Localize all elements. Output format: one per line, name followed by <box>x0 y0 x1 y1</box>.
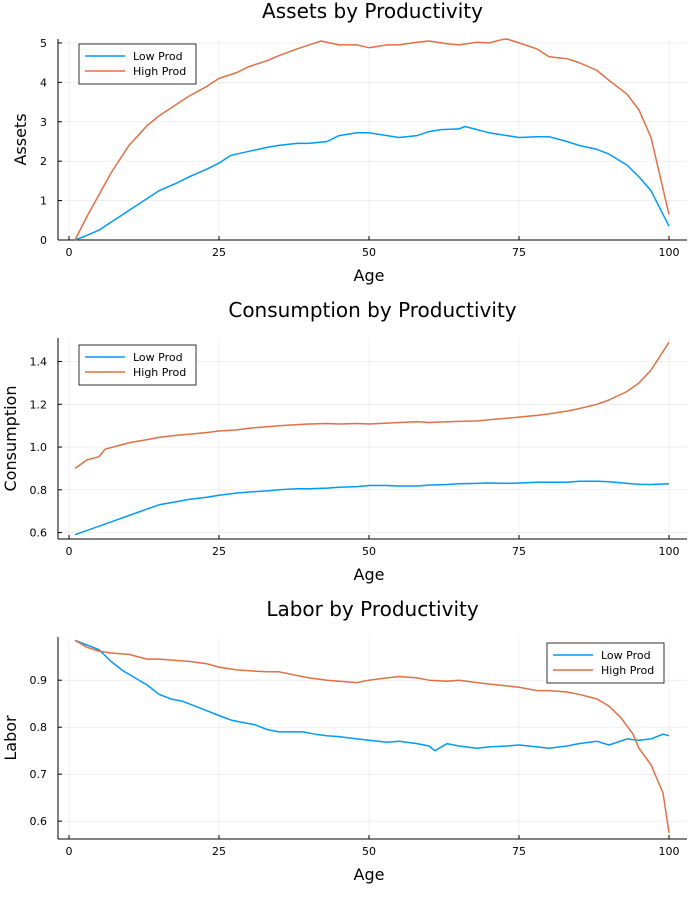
y-tick-label: 0 <box>40 234 47 247</box>
chart-title: Assets by Productivity <box>262 0 483 23</box>
x-tick-label: 50 <box>362 545 376 558</box>
legend: Low Prod High Prod <box>78 43 197 85</box>
y-axis-label: Consumption <box>1 386 20 492</box>
x-tick-label: 25 <box>212 246 226 259</box>
chart-panel-3: 0 25 50 75 100 0.6 0.7 0.8 0.9 Labor by Productiv… <box>1 597 687 884</box>
legend-label: High Prod <box>133 366 186 379</box>
y-tick-label: 4 <box>40 76 47 89</box>
x-tick-label: 100 <box>659 246 680 259</box>
y-tick-label: 1 <box>40 195 47 208</box>
series-line-high-prod <box>74 341 670 470</box>
y-tick-label: 0.8 <box>30 484 48 497</box>
series-line-high-prod <box>74 38 670 241</box>
legend-label: Low Prod <box>601 649 651 662</box>
y-tick-label: 0.7 <box>30 768 48 781</box>
x-tick-label: 100 <box>659 545 680 558</box>
y-axis-label: Labor <box>1 715 20 761</box>
legend-box <box>78 43 197 85</box>
y-tick-label: 1.0 <box>30 441 48 454</box>
x-tick-label: 50 <box>362 845 376 858</box>
x-tick-label: 75 <box>512 845 526 858</box>
y-tick-label: 0.9 <box>30 674 48 687</box>
y-tick-label: 5 <box>40 37 47 50</box>
legend-box <box>78 344 197 386</box>
series-line-high-prod <box>74 639 670 834</box>
chart-panel-1: 0 25 50 75 100 0 1 2 3 4 5 Assets by Productivity Ag… <box>11 0 687 285</box>
legend-label: Low Prod <box>133 50 183 63</box>
series-line-low-prod <box>74 125 670 241</box>
legend: Low Prod High Prod <box>78 344 197 386</box>
series-line-low-prod <box>74 639 670 752</box>
legend-label: Low Prod <box>133 351 183 364</box>
chart-title: Labor by Productivity <box>266 597 479 621</box>
y-tick-label: 1.4 <box>30 356 48 369</box>
x-tick-label: 25 <box>212 545 226 558</box>
x-axis-label: Age <box>354 865 385 884</box>
x-tick-label: 75 <box>512 246 526 259</box>
x-tick-label: 50 <box>362 246 376 259</box>
chart-panel-2: 0 25 50 75 100 0.6 0.8 1.0 1.2 1.4 Consumption by … <box>1 298 687 584</box>
x-tick-label: 0 <box>66 545 73 558</box>
x-tick-label: 100 <box>659 845 680 858</box>
y-tick-label: 1.2 <box>30 398 48 411</box>
y-tick-label: 3 <box>40 116 47 129</box>
legend-box <box>546 642 665 684</box>
y-tick-label: 2 <box>40 155 47 168</box>
x-tick-label: 0 <box>66 246 73 259</box>
y-tick-label: 0.6 <box>30 815 48 828</box>
chart-title: Consumption by Productivity <box>228 298 516 322</box>
x-tick-label: 75 <box>512 545 526 558</box>
y-axis-label: Assets <box>11 113 30 165</box>
legend-label: High Prod <box>133 65 186 78</box>
x-axis-label: Age <box>354 565 385 584</box>
y-tick-label: 0.6 <box>30 527 48 540</box>
x-axis-label: Age <box>354 266 385 285</box>
x-tick-label: 0 <box>66 845 73 858</box>
legend: Low Prod High Prod <box>546 642 665 684</box>
series-line-low-prod <box>74 480 670 536</box>
y-tick-label: 0.8 <box>30 721 48 734</box>
x-tick-label: 25 <box>212 845 226 858</box>
legend-label: High Prod <box>601 664 654 677</box>
